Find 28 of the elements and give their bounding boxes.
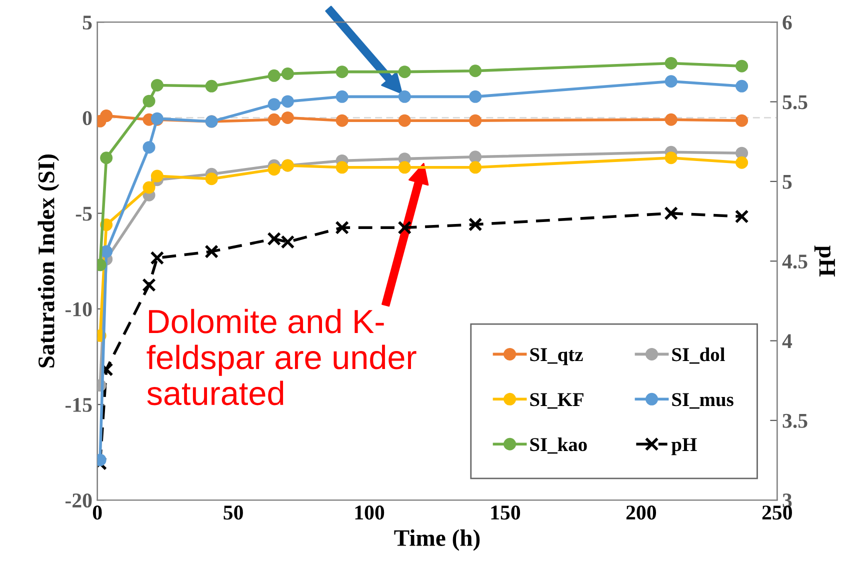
x-tick-label: 100 <box>355 506 384 520</box>
legend-label: SI_kao <box>530 437 587 454</box>
y-axis-title: Saturation Index (SI) <box>38 154 60 368</box>
x-tick-label: 250 <box>762 506 792 520</box>
y-tick-label: 5 <box>82 16 92 30</box>
y-tick-label: -20 <box>65 493 92 508</box>
x-tick-label: 50 <box>224 506 243 520</box>
legend-label: SI_dol <box>672 348 725 364</box>
y2-tick-label: 5.5 <box>782 95 808 110</box>
annotation: Dolomite and K- feldspar are under saturated <box>146 308 416 406</box>
y2-tick-label: 4.5 <box>782 254 808 269</box>
legend-label: SI_qtz <box>530 348 583 366</box>
y-tick-label: -10 <box>65 302 92 316</box>
y2-tick-label: 3.5 <box>782 414 808 428</box>
x-tick-label: 200 <box>626 506 656 520</box>
x-axis-title: Time (h) <box>394 529 480 551</box>
y-tick-label: 0 <box>82 111 92 126</box>
y2-tick-label: 6 <box>782 16 792 30</box>
legend-label: SI_mus <box>672 393 734 409</box>
legend-label: pH <box>671 438 697 456</box>
x-tick-label: 150 <box>491 506 520 520</box>
x-tick-label: 0 <box>92 506 102 520</box>
y2-axis-title: pH <box>814 246 835 276</box>
legend-label: SI_KF <box>530 393 584 409</box>
y-tick-label: -15 <box>65 398 92 412</box>
y-tick-label: -5 <box>76 206 92 221</box>
y2-tick-label: 4 <box>782 334 792 348</box>
y2-tick-label: 5 <box>782 175 792 189</box>
